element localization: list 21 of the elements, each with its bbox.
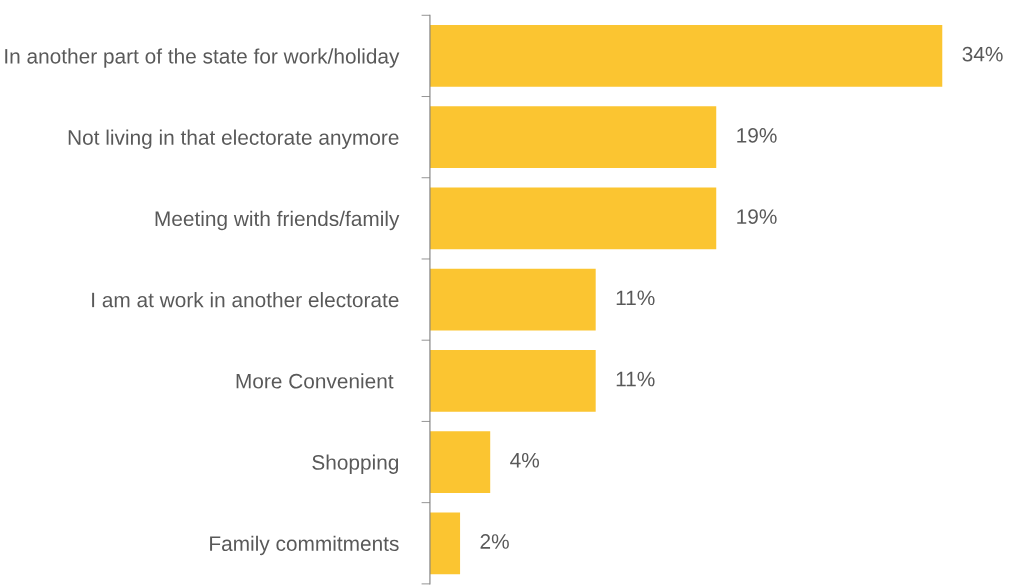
- bar: [429, 106, 717, 168]
- y-tick-label: Shopping: [312, 454, 399, 474]
- data-label: 11%: [616, 290, 655, 306]
- bar: [429, 512, 461, 575]
- bar: [429, 431, 491, 493]
- y-tick-label: I am at work in another electorate: [92, 292, 399, 308]
- data-label: 11%: [616, 371, 655, 387]
- y-tick-label: Family commitments: [210, 535, 399, 556]
- y-tick-label: Not living in that electorate anymore: [68, 129, 399, 149]
- data-label: 34%: [962, 46, 1003, 62]
- bar: [429, 187, 717, 250]
- data-label: 4%: [510, 452, 540, 468]
- data-label: 2%: [480, 534, 509, 549]
- bar: [429, 349, 596, 412]
- y-tick-label: In another part of the state for work/holiday: [5, 48, 400, 68]
- y-tick-label: Meeting with friends/family: [155, 210, 400, 231]
- data-label: 19%: [737, 209, 777, 224]
- bar: [429, 25, 943, 87]
- data-label: 19%: [737, 127, 777, 143]
- bar: [429, 268, 596, 331]
- y-tick-label: More Convenient: [236, 373, 394, 389]
